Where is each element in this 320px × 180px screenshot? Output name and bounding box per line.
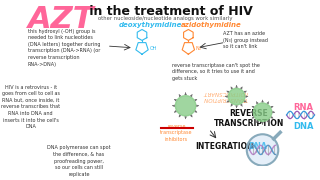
Text: reverse
transcriptase
inhibitors: reverse transcriptase inhibitors: [160, 124, 193, 141]
Text: in the treatment of HIV: in the treatment of HIV: [84, 5, 252, 18]
Polygon shape: [137, 30, 147, 40]
Text: DNA: DNA: [293, 122, 314, 131]
Text: AZT: AZT: [28, 5, 94, 34]
Circle shape: [253, 103, 272, 121]
Text: HIV is a retrovirus - it
goes from cell to cell as
RNA but, once inside, it
reve: HIV is a retrovirus - it goes from cell …: [1, 85, 60, 129]
Text: other nucleoside/nucleotide analogs work similarly: other nucleoside/nucleotide analogs work…: [98, 16, 232, 21]
Text: DNA: DNA: [249, 142, 268, 151]
Polygon shape: [184, 30, 193, 40]
Circle shape: [228, 88, 245, 105]
Text: TRANSCRIPTION
NOITPIRCSNART: TRANSCRIPTION NOITPIRCSNART: [203, 90, 248, 101]
Circle shape: [175, 96, 196, 116]
Text: REVERSE
TRANSCRIPTION: REVERSE TRANSCRIPTION: [213, 109, 284, 128]
Text: N₃: N₃: [196, 46, 202, 51]
Polygon shape: [182, 43, 195, 54]
Text: AZT has an azide
(N₃) group instead
so it can't link: AZT has an azide (N₃) group instead so i…: [223, 31, 268, 50]
Text: this hydroxyl (-OH) group is
needed to link nucleotides
(DNA letters) together d: this hydroxyl (-OH) group is needed to l…: [28, 28, 100, 66]
Text: INTEGRATION: INTEGRATION: [195, 142, 253, 151]
Text: reverse transcriptase can't spot the
difference, so it tries to use it and
gets : reverse transcriptase can't spot the dif…: [172, 62, 260, 81]
Text: RNA: RNA: [293, 103, 313, 112]
Text: DNA polymerase can spot
the difference, & has
proofreading power,
so our cells c: DNA polymerase can spot the difference, …: [47, 145, 111, 177]
Polygon shape: [136, 43, 148, 54]
Text: azidothymidine: azidothymidine: [181, 22, 242, 28]
Text: deoxythymidine: deoxythymidine: [119, 22, 182, 28]
Text: OH: OH: [149, 46, 157, 51]
Circle shape: [247, 134, 278, 166]
